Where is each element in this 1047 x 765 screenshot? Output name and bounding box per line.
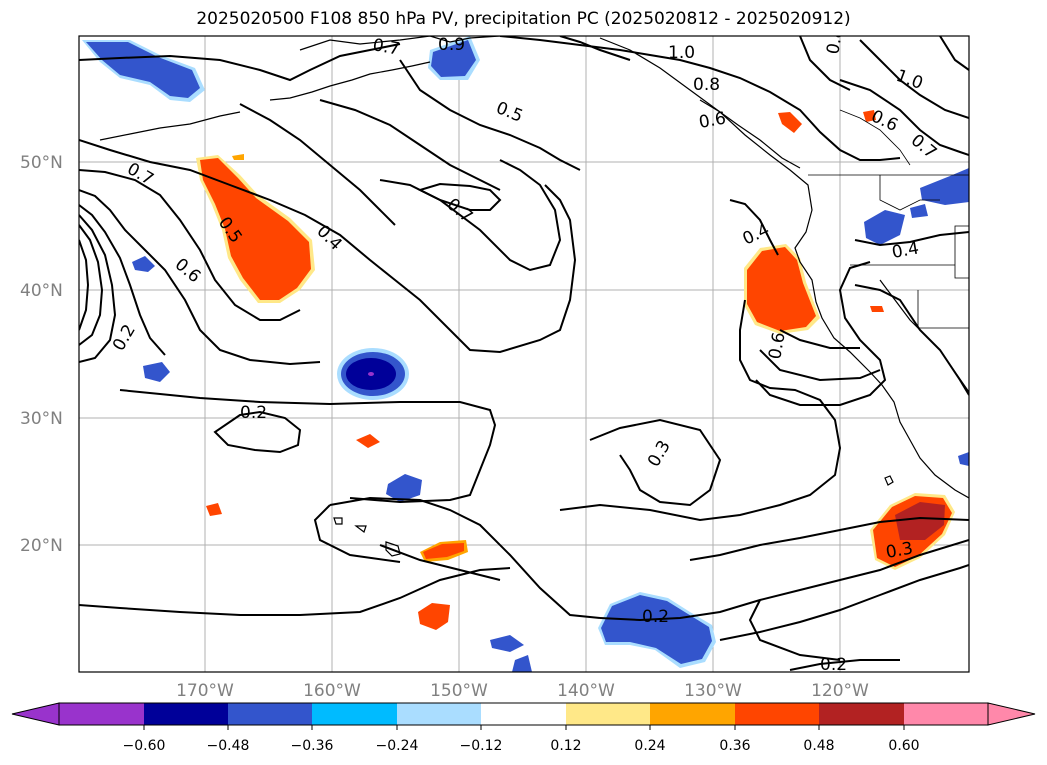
precip-negative-patch xyxy=(958,452,969,466)
precip-negative-patch xyxy=(132,256,155,272)
lat-label: 40°N xyxy=(20,281,63,301)
precip-negative-patch xyxy=(368,372,374,376)
precip-positive-patch xyxy=(418,603,450,630)
colorbar-tick-label: 0.24 xyxy=(634,738,665,754)
contour-label: 0.2 xyxy=(240,403,267,423)
lon-label: 120°W xyxy=(811,681,869,701)
colorbar-segment xyxy=(59,703,144,725)
contour-label: 0.8 xyxy=(693,75,720,95)
contour-label: 0.7 xyxy=(371,35,401,59)
contour-label: 1.0 xyxy=(668,43,695,63)
precip-positive-patch xyxy=(200,158,311,300)
political-borders xyxy=(808,109,969,329)
map-background xyxy=(79,36,969,672)
colorbar-tick-label: 0.48 xyxy=(803,738,834,754)
colorbar-segment xyxy=(566,703,650,725)
lat-label: 50°N xyxy=(20,153,63,173)
precip-negative-patch xyxy=(490,635,524,652)
colorbar-segment xyxy=(904,703,988,725)
precip-positive-patch xyxy=(870,306,884,312)
colorbar-tick-label: −0.12 xyxy=(460,738,503,754)
colorbar-segment xyxy=(144,703,228,725)
colorbar-extend-low xyxy=(11,702,60,726)
colorbar-tick-labels: −0.60 −0.48 −0.36 −0.24 −0.12 0.12 0.24 … xyxy=(123,738,920,754)
pv-contours xyxy=(79,36,969,671)
precip-negative-patch xyxy=(512,655,532,672)
precip-positive-patch xyxy=(356,434,380,448)
precip-positive-patch xyxy=(863,110,876,122)
precip-positive-patch xyxy=(895,502,945,540)
map-frame xyxy=(78,35,970,673)
precip-negative-patch xyxy=(143,362,170,382)
latitude-labels: 50°N 40°N 30°N 20°N xyxy=(20,153,63,556)
colorbar-tick-label: −0.60 xyxy=(123,738,166,754)
colorbar-segment xyxy=(735,703,819,725)
precip-positive-patch xyxy=(423,543,464,559)
contour-label: 0.6 xyxy=(697,109,727,133)
colorbar-segment xyxy=(650,703,735,725)
contour-label: 0.8 xyxy=(823,26,847,56)
colorbar-segment xyxy=(819,703,904,725)
contour-label: 0.6 xyxy=(765,331,789,361)
precip-negative-patch xyxy=(601,595,712,664)
colorbar-segment xyxy=(228,703,312,725)
contour-label: 0.2 xyxy=(820,655,847,675)
precip-positive-patch xyxy=(232,154,244,160)
colorbar-tick-label: −0.48 xyxy=(207,738,250,754)
contour-label: 0.2 xyxy=(642,607,669,627)
precip-positive-patch xyxy=(206,503,222,516)
precip-negative-patch xyxy=(920,168,969,205)
precip-negative-patch xyxy=(431,40,476,77)
colorbar-tick-label: −0.36 xyxy=(291,738,334,754)
colorbar-tick-label: −0.24 xyxy=(376,738,419,754)
longitude-labels: 170°W 160°W 150°W 140°W 130°W 120°W xyxy=(176,681,869,701)
lon-label: 170°W xyxy=(176,681,234,701)
precip-negative-patch xyxy=(864,210,905,245)
colorbar-tick-label: 0.12 xyxy=(550,738,581,754)
lat-label: 20°N xyxy=(20,536,63,556)
colorbar-segment xyxy=(481,703,566,725)
colorbar-segment xyxy=(312,703,397,725)
colorbar-tick-label: 0.60 xyxy=(888,738,919,754)
contour-label: 0.4 xyxy=(890,239,920,263)
precip-positive-patch xyxy=(778,112,802,133)
precip-negative-patch xyxy=(386,474,422,502)
lon-label: 160°W xyxy=(303,681,361,701)
colorbar-extend-high xyxy=(987,702,1036,726)
contour-label: 0.9 xyxy=(438,35,465,55)
lon-label: 140°W xyxy=(557,681,615,701)
lon-label: 130°W xyxy=(684,681,742,701)
colorbar: −0.60 −0.48 −0.36 −0.24 −0.12 0.12 0.24 … xyxy=(11,702,1036,754)
map-title: 2025020500 F108 850 hPa PV, precipitatio… xyxy=(196,9,851,29)
precip-positive-patch xyxy=(747,247,816,331)
colorbar-tick-label: 0.36 xyxy=(719,738,750,754)
gridlines xyxy=(79,36,969,672)
colorbar-segment xyxy=(397,703,481,725)
precip-negative-patch xyxy=(910,204,928,218)
contour-label: 0.3 xyxy=(884,539,914,563)
precip-patches xyxy=(82,36,969,672)
lat-label: 30°N xyxy=(20,409,63,429)
precip-negative-patch xyxy=(86,42,200,98)
lon-label: 150°W xyxy=(430,681,488,701)
